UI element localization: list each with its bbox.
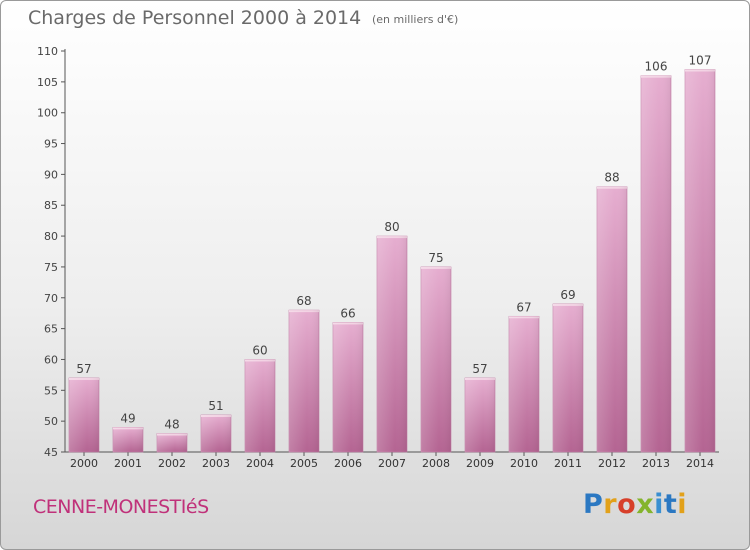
bar-shade bbox=[69, 377, 99, 452]
y-tick-label: 50 bbox=[44, 415, 58, 428]
y-tick-label: 60 bbox=[44, 353, 58, 366]
chart-title: Charges de Personnel 2000 à 2014 bbox=[28, 7, 362, 29]
x-tick-label: 2001 bbox=[114, 457, 142, 470]
x-tick-label: 2008 bbox=[422, 457, 450, 470]
data-label: 88 bbox=[604, 171, 619, 185]
x-tick-label: 2009 bbox=[466, 457, 494, 470]
x-tick-label: 2005 bbox=[290, 457, 318, 470]
y-tick-label: 55 bbox=[44, 384, 58, 397]
y-tick-label: 105 bbox=[37, 76, 58, 89]
chart-subtitle: (en milliers d'€) bbox=[372, 13, 459, 26]
x-tick-label: 2013 bbox=[642, 457, 670, 470]
x-tick-label: 2006 bbox=[334, 457, 362, 470]
bar-shade bbox=[245, 359, 275, 452]
data-label: 60 bbox=[252, 343, 267, 357]
bar-shade bbox=[377, 236, 407, 452]
data-label: 51 bbox=[208, 399, 223, 413]
bar-shade bbox=[289, 310, 319, 452]
x-tick-label: 2010 bbox=[510, 457, 538, 470]
y-tick-label: 90 bbox=[44, 168, 58, 181]
y-tick-label: 110 bbox=[37, 45, 58, 58]
bar-shade bbox=[641, 75, 671, 452]
bar-shade bbox=[509, 316, 539, 452]
x-tick-label: 2003 bbox=[202, 457, 230, 470]
data-label: 106 bbox=[645, 60, 668, 74]
y-tick-label: 100 bbox=[37, 107, 58, 120]
x-tick-label: 2014 bbox=[686, 457, 714, 470]
data-label: 48 bbox=[164, 417, 179, 431]
y-tick-label: 80 bbox=[44, 230, 58, 243]
x-tick-label: 2012 bbox=[598, 457, 626, 470]
bar-shade bbox=[333, 322, 363, 452]
bar-shade bbox=[597, 186, 627, 452]
bar-shade bbox=[157, 433, 187, 452]
bar-shade bbox=[113, 427, 143, 452]
y-tick-label: 70 bbox=[44, 292, 58, 305]
x-tick-label: 2007 bbox=[378, 457, 406, 470]
proxiti-logo: Proxiti bbox=[583, 489, 688, 520]
data-label: 57 bbox=[76, 362, 91, 376]
data-label: 75 bbox=[428, 251, 443, 265]
bar-shade bbox=[421, 266, 451, 452]
x-tick-label: 2004 bbox=[246, 457, 274, 470]
bar-shade bbox=[553, 303, 583, 452]
y-tick-label: 75 bbox=[44, 261, 58, 274]
data-label: 80 bbox=[384, 220, 399, 234]
x-tick-label: 2002 bbox=[158, 457, 186, 470]
data-label: 67 bbox=[516, 300, 531, 314]
y-tick-label: 85 bbox=[44, 199, 58, 212]
y-tick-label: 65 bbox=[44, 323, 58, 336]
bar-shade bbox=[685, 69, 715, 452]
bar-shade bbox=[201, 414, 231, 452]
y-tick-label: 95 bbox=[44, 138, 58, 151]
y-tick-label: 45 bbox=[44, 446, 58, 459]
data-label: 66 bbox=[340, 306, 355, 320]
data-label: 107 bbox=[689, 54, 712, 68]
data-label: 68 bbox=[296, 294, 311, 308]
commune-name: CENNE-MONESTIéS bbox=[33, 496, 209, 518]
x-tick-label: 2000 bbox=[70, 457, 98, 470]
x-tick-label: 2011 bbox=[554, 457, 582, 470]
data-label: 69 bbox=[560, 288, 575, 302]
bar-shade bbox=[465, 377, 495, 452]
data-label: 57 bbox=[472, 362, 487, 376]
data-label: 49 bbox=[120, 411, 135, 425]
